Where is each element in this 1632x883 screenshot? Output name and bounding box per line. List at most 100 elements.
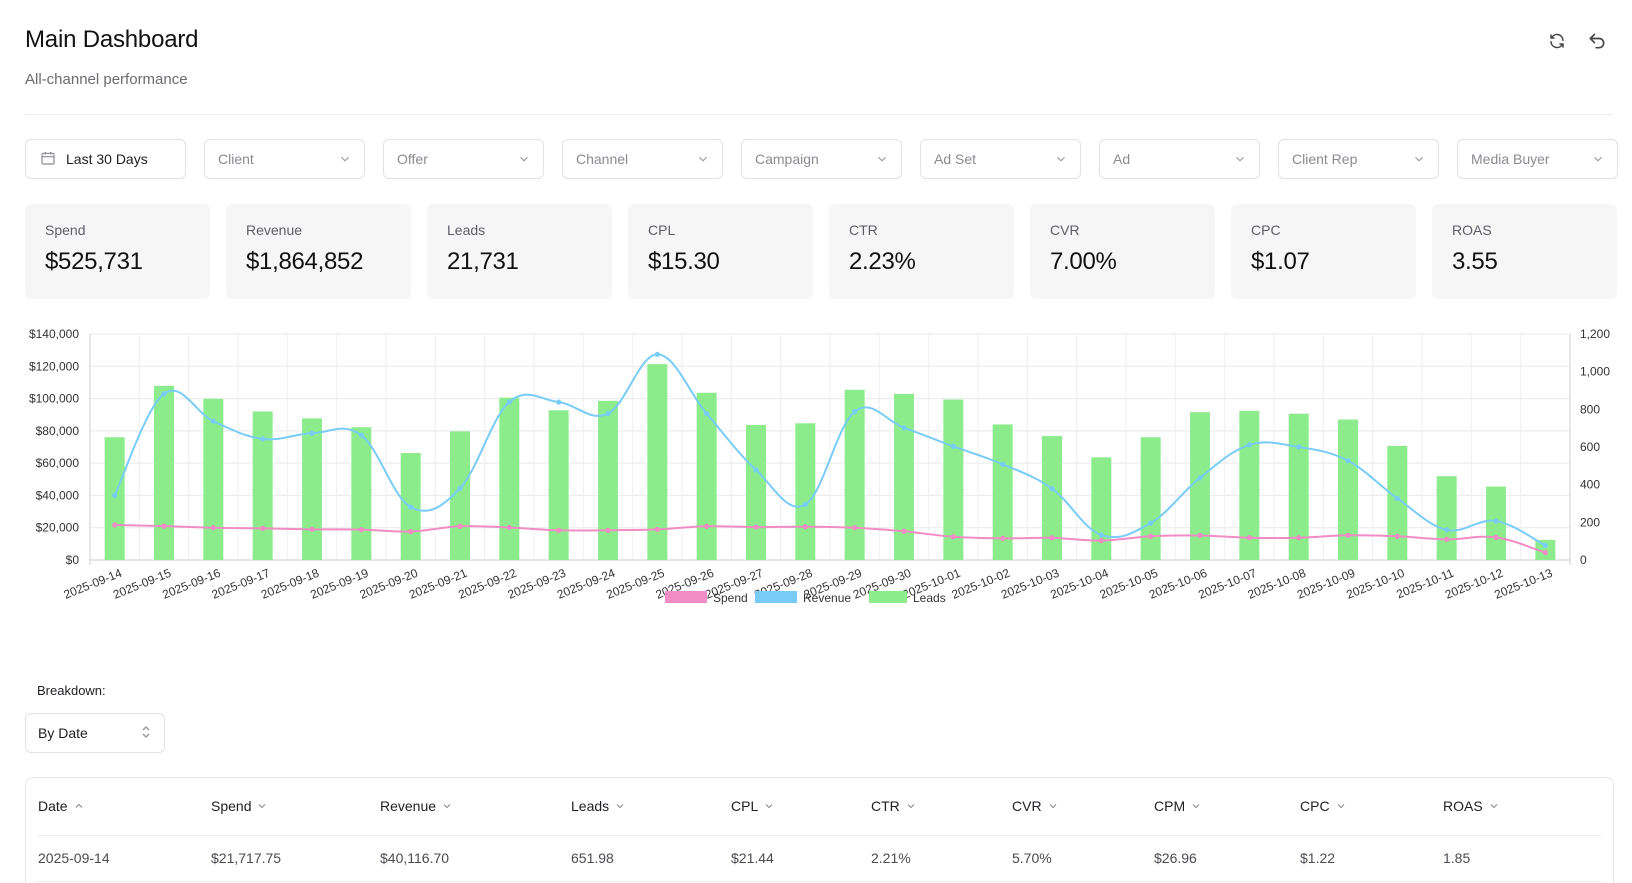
client-filter[interactable]: Client bbox=[204, 139, 365, 179]
channel-filter[interactable]: Channel bbox=[562, 139, 723, 179]
y-left-tick-label: $40,000 bbox=[36, 488, 80, 502]
kpi-label: Revenue bbox=[246, 222, 303, 238]
legend-label: Revenue bbox=[803, 591, 851, 605]
spend-point bbox=[408, 528, 414, 535]
leads-bar bbox=[351, 427, 372, 560]
revenue-point bbox=[654, 351, 660, 357]
legend-label: Leads bbox=[913, 591, 946, 605]
adset-filter[interactable]: Ad Set bbox=[920, 139, 1081, 179]
undo-icon[interactable] bbox=[1586, 30, 1608, 52]
page-subtitle: All-channel performance bbox=[25, 71, 188, 88]
refresh-icon[interactable] bbox=[1546, 30, 1568, 52]
legend-label: Spend bbox=[713, 591, 748, 605]
breakdown-label: Breakdown: bbox=[37, 683, 106, 698]
client-rep-filter[interactable]: Client Rep bbox=[1278, 139, 1439, 179]
revenue-point bbox=[1148, 520, 1154, 526]
revenue-point bbox=[260, 436, 266, 442]
ad-filter[interactable]: Ad bbox=[1099, 139, 1260, 179]
revenue-point bbox=[605, 410, 611, 417]
column-header-ctr[interactable]: CTR bbox=[871, 798, 917, 814]
column-header-cpm[interactable]: CPM bbox=[1154, 798, 1202, 814]
revenue-point bbox=[408, 504, 414, 510]
kpi-card-roas: ROAS 3.55 bbox=[1432, 204, 1617, 299]
chevron-down-icon bbox=[905, 800, 917, 812]
leads-bar bbox=[1288, 413, 1309, 560]
performance-chart: $0 $20,000 $40,000 $60,000 $80,000 $100,000 $1… bbox=[29, 327, 1610, 605]
y-left-tick-label: $140,000 bbox=[29, 327, 79, 341]
campaign-filter-label: Campaign bbox=[755, 151, 819, 167]
media-buyer-filter[interactable]: Media Buyer bbox=[1457, 139, 1618, 179]
column-header-label: ROAS bbox=[1443, 798, 1483, 814]
table-cell-cpc: $1.22 bbox=[1300, 850, 1336, 866]
legend-swatch bbox=[755, 591, 797, 603]
column-header-cpc[interactable]: CPC bbox=[1300, 798, 1347, 814]
spend-point bbox=[112, 522, 118, 528]
column-header-cpl[interactable]: CPL bbox=[731, 798, 775, 814]
revenue-point bbox=[161, 391, 167, 397]
table-cell-cpl: $21.44 bbox=[731, 850, 774, 866]
date-range-picker[interactable]: Last 30 Days bbox=[25, 139, 186, 179]
y-right-tick-label: 400 bbox=[1580, 478, 1600, 492]
kpi-value: 7.00% bbox=[1050, 248, 1117, 275]
campaign-filter[interactable]: Campaign bbox=[741, 139, 902, 179]
leads-bar bbox=[795, 423, 816, 560]
leads-bar bbox=[746, 424, 766, 560]
table-cell-revenue: $40,116.70 bbox=[380, 850, 450, 866]
spend-point bbox=[210, 525, 216, 531]
client-filter-label: Client bbox=[218, 151, 254, 167]
column-header-revenue[interactable]: Revenue bbox=[380, 798, 453, 814]
chevron-down-icon bbox=[1488, 800, 1500, 812]
y-right-tick-label: 1,200 bbox=[1580, 327, 1610, 341]
spend-point bbox=[704, 523, 710, 529]
revenue-point bbox=[1394, 495, 1400, 501]
revenue-point bbox=[506, 399, 512, 405]
column-header-spend[interactable]: Spend bbox=[211, 798, 268, 814]
chevron-down-icon bbox=[1047, 800, 1059, 812]
table-cell-cpm: $26.96 bbox=[1154, 850, 1197, 866]
offer-filter[interactable]: Offer bbox=[383, 139, 544, 179]
kpi-cards: Spend $525,731 Revenue $1,864,852 Leads 21,… bbox=[25, 204, 1617, 299]
client-rep-filter-label: Client Rep bbox=[1292, 151, 1358, 167]
kpi-card-cpl: CPL $15.30 bbox=[628, 204, 813, 299]
y-right-tick-label: 600 bbox=[1580, 440, 1600, 454]
leads-bar bbox=[450, 431, 470, 560]
spend-point bbox=[1345, 532, 1351, 538]
spend-point bbox=[1098, 538, 1104, 544]
table-row[interactable]: 2025-09-14 $21,717.75 $40,116.70 651.98 $21.… bbox=[38, 836, 1601, 882]
y-left-tick-label: $0 bbox=[66, 553, 80, 567]
spend-point bbox=[1296, 535, 1302, 541]
date-range-label: Last 30 Days bbox=[66, 151, 148, 167]
offer-filter-label: Offer bbox=[397, 151, 428, 167]
column-header-date[interactable]: Date bbox=[38, 798, 85, 814]
chevron-down-icon bbox=[1054, 152, 1068, 166]
breakdown-select[interactable]: By Date bbox=[25, 713, 165, 753]
spend-point bbox=[1542, 549, 1548, 556]
leads-bar bbox=[1091, 457, 1112, 560]
kpi-card-cpc: CPC $1.07 bbox=[1231, 204, 1416, 299]
filter-bar: Last 30 Days Client Offer Channel Campai… bbox=[25, 139, 1618, 179]
spend-point bbox=[161, 523, 167, 529]
page-title: Main Dashboard bbox=[25, 26, 199, 53]
leads-bar bbox=[943, 399, 964, 560]
spend-point bbox=[260, 525, 266, 531]
column-header-cvr[interactable]: CVR bbox=[1012, 798, 1059, 814]
column-header-leads[interactable]: Leads bbox=[571, 798, 626, 814]
leads-bar bbox=[894, 393, 914, 560]
column-header-label: CPL bbox=[731, 798, 759, 814]
leads-bar bbox=[154, 385, 174, 560]
kpi-value: 2.23% bbox=[849, 248, 916, 275]
chevron-down-icon bbox=[1233, 152, 1247, 166]
y-left-tick-label: $60,000 bbox=[36, 456, 80, 470]
calendar-icon bbox=[40, 150, 56, 169]
leads-bar bbox=[1042, 436, 1062, 560]
revenue-point bbox=[556, 399, 562, 405]
spend-point bbox=[654, 526, 660, 532]
leads-bar bbox=[598, 400, 618, 560]
revenue-point bbox=[1296, 444, 1302, 450]
leads-bar bbox=[203, 398, 224, 560]
y-left-tick-label: $20,000 bbox=[36, 521, 80, 535]
header-actions bbox=[1546, 30, 1608, 52]
kpi-label: CPC bbox=[1251, 222, 1281, 238]
column-header-roas[interactable]: ROAS bbox=[1443, 798, 1500, 814]
leads-bar bbox=[696, 392, 717, 560]
